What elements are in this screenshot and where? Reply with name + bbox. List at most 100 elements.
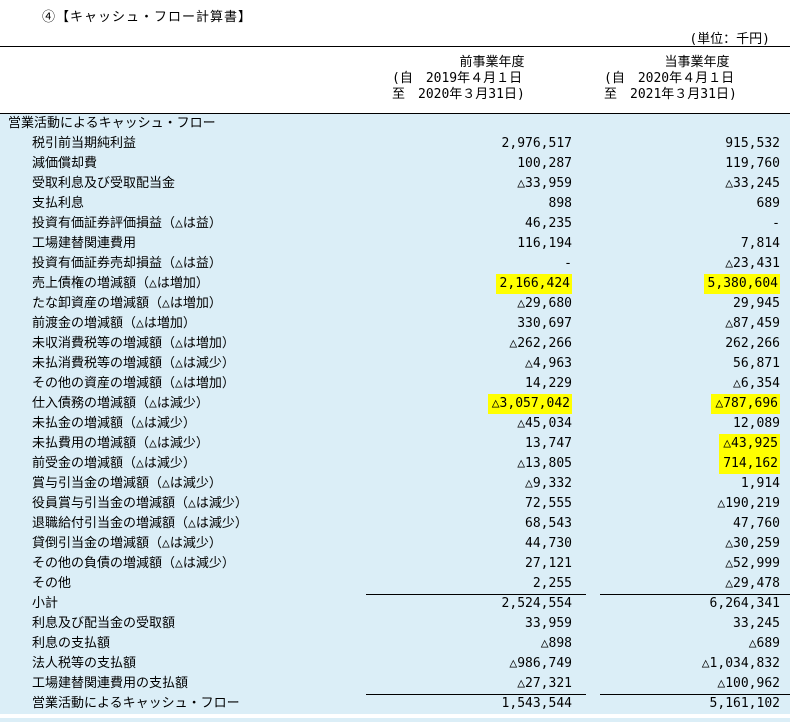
curr-period-value: 6,264,341 bbox=[709, 596, 780, 611]
row-label: 仕入債務の増減額（△は減少） bbox=[32, 396, 209, 411]
curr-period-value: △6,354 bbox=[733, 376, 780, 391]
table-row: その他の負債の増減額（△は減少） 27,121 △52,999 bbox=[0, 554, 790, 574]
curr-period-value: △33,245 bbox=[725, 176, 780, 191]
row-label: 役員賞与引当金の増減額（△は減少） bbox=[32, 496, 248, 511]
prev-period-to: 至 2020年３月31日) bbox=[392, 87, 525, 102]
prev-period-value: - bbox=[564, 256, 572, 271]
prev-period-value: 46,235 bbox=[525, 216, 572, 231]
table-row: 法人税等の支払額 △986,749 △1,034,832 bbox=[0, 654, 790, 674]
row-label: 未収消費税等の増減額（△は増加） bbox=[32, 336, 235, 351]
row-label: 営業活動によるキャッシュ・フロー bbox=[8, 116, 216, 131]
table-row: 減価償却費 100,287 119,760 bbox=[0, 154, 790, 174]
row-label: 前渡金の増減額（△は増加） bbox=[32, 316, 196, 331]
curr-period-value: 689 bbox=[756, 196, 780, 211]
row-label: 未払費用の増減額（△は減少） bbox=[32, 436, 209, 451]
curr-period-value: △87,459 bbox=[725, 316, 780, 331]
curr-period-from: (自 2020年４月１日 bbox=[604, 71, 735, 86]
table-row: 退職給付引当金の増減額（△は減少） 68,543 47,760 bbox=[0, 514, 790, 534]
unit-label: (単位：千円) bbox=[689, 32, 770, 47]
table-row: 支払利息 898 689 bbox=[0, 194, 790, 214]
row-label: 小計 bbox=[32, 596, 59, 611]
row-label: 受取利息及び受取配当金 bbox=[32, 176, 176, 191]
curr-period-header: 当事業年度 (自 2020年４月１日 至 2021年３月31日) bbox=[604, 55, 790, 103]
row-label: その他の資産の増減額（△は増加） bbox=[32, 376, 235, 391]
row-label: たな卸資産の増減額（△は増加） bbox=[32, 296, 222, 311]
table-row: 工場建替関連費用 116,194 7,814 bbox=[0, 234, 790, 254]
row-label: その他 bbox=[32, 576, 72, 591]
prev-period-value: △45,034 bbox=[517, 416, 572, 431]
prev-period-value: 116,194 bbox=[517, 236, 572, 251]
curr-period-value: △30,259 bbox=[725, 536, 780, 551]
table-row: 仕入債務の増減額（△は減少） △3,057,042 △787,696 bbox=[0, 394, 790, 414]
table-continuation bbox=[0, 718, 790, 722]
prev-period-name: 前事業年度 bbox=[459, 55, 525, 70]
row-label: 前受金の増減額（△は減少） bbox=[32, 456, 196, 471]
prev-period-value: 14,229 bbox=[525, 376, 572, 391]
cash-flow-table: 営業活動によるキャッシュ・フロー 税引前当期純利益 2,976,517 915,532… bbox=[0, 114, 790, 714]
table-row: 未収消費税等の増減額（△は増加） △262,266 262,266 bbox=[0, 334, 790, 354]
sum-rule-prev bbox=[366, 694, 586, 695]
curr-period-name: 当事業年度 bbox=[664, 55, 730, 70]
prev-period-value: △33,959 bbox=[517, 176, 572, 191]
table-row: 税引前当期純利益 2,976,517 915,532 bbox=[0, 134, 790, 154]
prev-period-value: △4,963 bbox=[525, 356, 572, 371]
table-row: 受取利息及び受取配当金 △33,959 △33,245 bbox=[0, 174, 790, 194]
curr-period-value: △52,999 bbox=[725, 556, 780, 571]
prev-period-value: △27,321 bbox=[517, 676, 572, 691]
row-label: 法人税等の支払額 bbox=[32, 656, 137, 671]
row-label: 工場建替関連費用の支払額 bbox=[32, 676, 189, 691]
table-row: 投資有価証券評価損益（△は益） 46,235 - bbox=[0, 214, 790, 234]
curr-period-value: △787,696 bbox=[711, 394, 780, 414]
table-row: 未払費用の増減額（△は減少） 13,747 △43,925 bbox=[0, 434, 790, 454]
curr-period-to: 至 2021年３月31日) bbox=[604, 87, 737, 102]
curr-period-value: 33,245 bbox=[733, 616, 780, 631]
curr-period-value: 119,760 bbox=[725, 156, 780, 171]
curr-period-value: 5,380,604 bbox=[703, 274, 780, 294]
prev-period-value: 330,697 bbox=[517, 316, 572, 331]
row-label: 利息の支払額 bbox=[32, 636, 111, 651]
curr-period-value: 12,089 bbox=[733, 416, 780, 431]
sum-rule-prev bbox=[366, 594, 586, 595]
curr-period-value: 29,945 bbox=[733, 296, 780, 311]
prev-period-value: 100,287 bbox=[517, 156, 572, 171]
table-row: その他の資産の増減額（△は増加） 14,229 △6,354 bbox=[0, 374, 790, 394]
table-row: その他 2,255 △29,478 bbox=[0, 574, 790, 594]
prev-period-value: △9,332 bbox=[525, 476, 572, 491]
prev-period-value: 27,121 bbox=[525, 556, 572, 571]
row-label: 投資有価証券売却損益（△は益） bbox=[32, 256, 222, 271]
curr-period-value: △29,478 bbox=[725, 576, 780, 591]
table-row: 利息及び配当金の受取額 33,959 33,245 bbox=[0, 614, 790, 634]
curr-period-value: △1,034,832 bbox=[701, 656, 780, 671]
row-label: その他の負債の増減額（△は減少） bbox=[32, 556, 235, 571]
table-row: たな卸資産の増減額（△は増加） △29,680 29,945 bbox=[0, 294, 790, 314]
table-row: 投資有価証券売却損益（△は益） - △23,431 bbox=[0, 254, 790, 274]
subtotal-row: 小計 2,524,554 6,264,341 bbox=[0, 594, 790, 614]
section-header-row: 営業活動によるキャッシュ・フロー bbox=[0, 114, 790, 134]
prev-period-value: 2,255 bbox=[532, 576, 572, 591]
curr-period-value: - bbox=[772, 216, 780, 231]
curr-period-value: △190,219 bbox=[717, 496, 780, 511]
prev-period-value: △29,680 bbox=[517, 296, 572, 311]
sum-rule-curr bbox=[600, 694, 790, 695]
curr-period-value: 1,914 bbox=[740, 476, 780, 491]
prev-period-value: △986,749 bbox=[509, 656, 572, 671]
curr-period-value: 47,760 bbox=[733, 516, 780, 531]
row-label: 賞与引当金の増減額（△は減少） bbox=[32, 476, 222, 491]
prev-period-value: △13,805 bbox=[517, 456, 572, 471]
prev-period-value: △898 bbox=[540, 636, 572, 651]
row-label: 税引前当期純利益 bbox=[32, 136, 137, 151]
prev-period-value: 2,524,554 bbox=[501, 596, 572, 611]
row-label: 支払利息 bbox=[32, 196, 85, 211]
curr-period-value: 56,871 bbox=[733, 356, 780, 371]
prev-period-value: 1,543,544 bbox=[501, 696, 572, 711]
row-label: 未払金の増減額（△は減少） bbox=[32, 416, 196, 431]
row-label: 減価償却費 bbox=[32, 156, 98, 171]
prev-period-value: 2,976,517 bbox=[501, 136, 572, 151]
row-label: 売上債権の増減額（△は増加） bbox=[32, 276, 209, 291]
table-row: 前渡金の増減額（△は増加） 330,697 △87,459 bbox=[0, 314, 790, 334]
table-row: 未払消費税等の増減額（△は減少） △4,963 56,871 bbox=[0, 354, 790, 374]
prev-period-value: △3,057,042 bbox=[487, 394, 572, 414]
curr-period-value: 7,814 bbox=[740, 236, 780, 251]
table-row: 利息の支払額 △898 △689 bbox=[0, 634, 790, 654]
curr-period-value: △23,431 bbox=[725, 256, 780, 271]
